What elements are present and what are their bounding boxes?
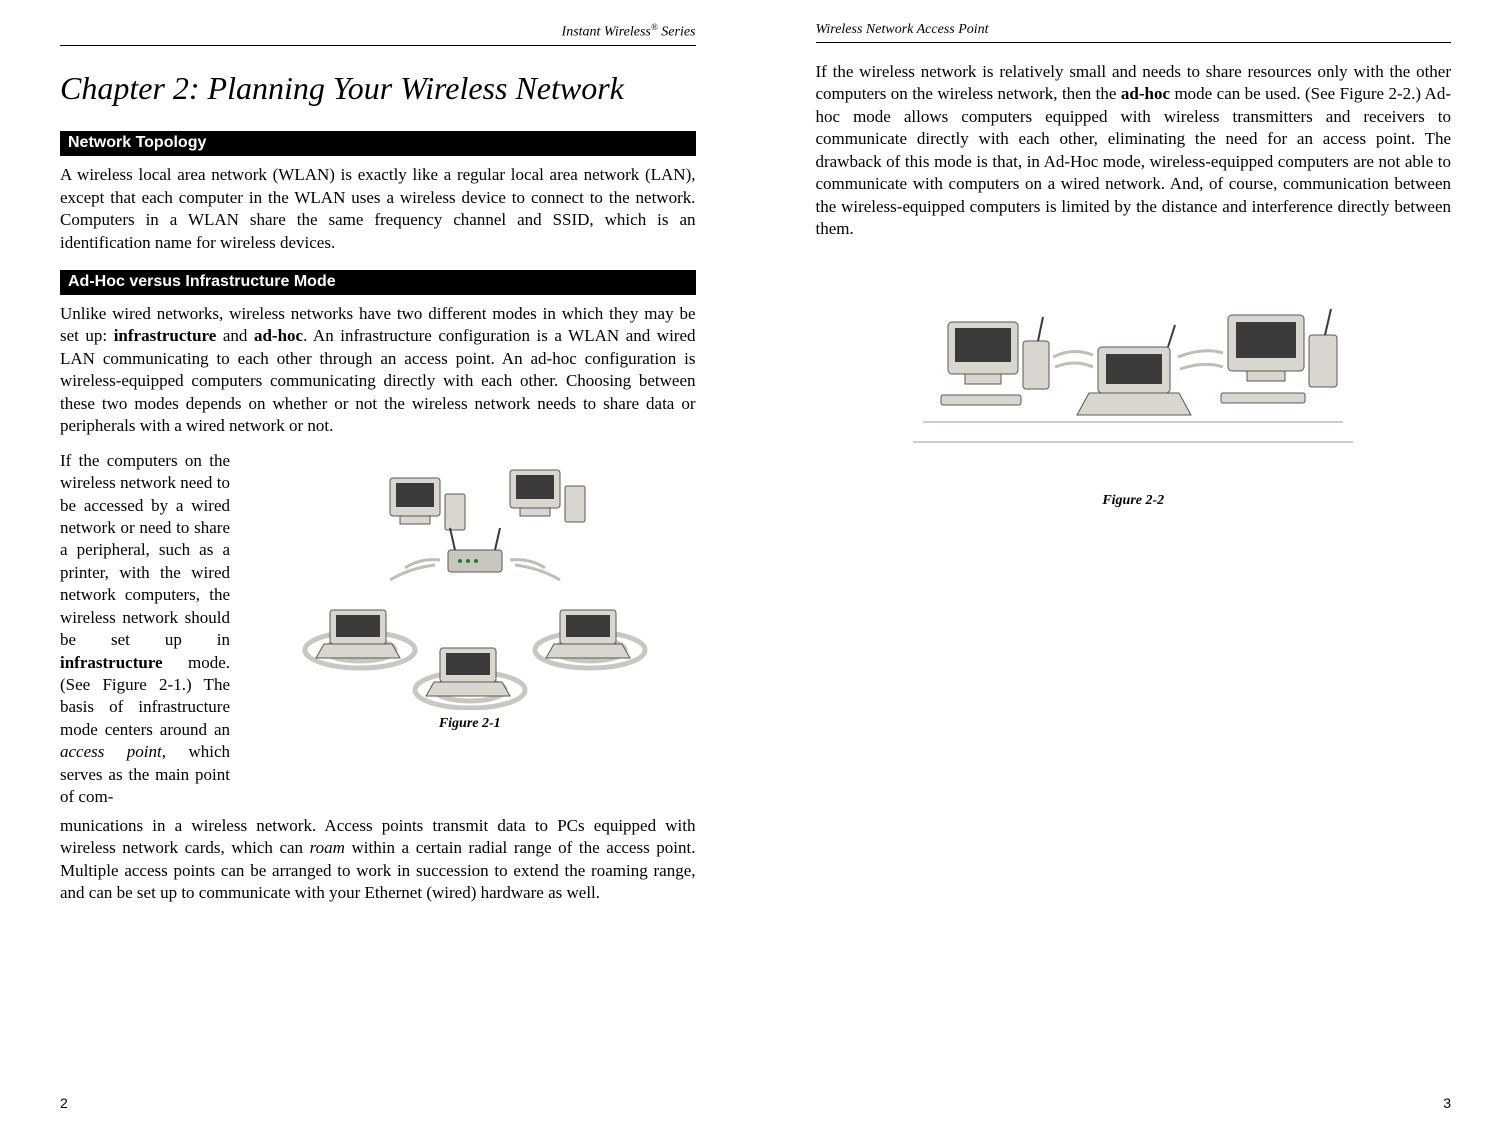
header-right-text: Wireless Network Access Point (816, 22, 989, 38)
section-bar-topology: Network Topology (60, 131, 696, 156)
page-number-right: 3 (1443, 1095, 1451, 1111)
chapter-title: Chapter 2: Planning Your Wireless Networ… (60, 64, 696, 114)
header-right-row: Wireless Network Access Point (816, 22, 1452, 38)
figure-2-2 (893, 277, 1373, 487)
page-left: Instant Wireless® Series Chapter 2: Plan… (0, 0, 756, 1129)
s2-inf: infrastructure (114, 326, 217, 345)
wrap-text: If the computers on the wireless network… (60, 450, 230, 809)
page-right: Wireless Network Access Point If the wir… (756, 0, 1511, 1129)
wrap-row: If the computers on the wireless network… (60, 450, 696, 809)
desktop-icon (941, 317, 1049, 405)
desktop-icon (510, 470, 585, 522)
section1-body: A wireless local area network (WLAN) is … (60, 164, 696, 254)
right-body: If the wireless network is relatively sm… (816, 61, 1452, 241)
wrap-inf: infrastructure (60, 653, 163, 672)
access-point-icon (448, 528, 502, 572)
figure-2-1-col: Figure 2-1 (244, 450, 696, 809)
after-roam: roam (310, 838, 345, 857)
header-rule-left (60, 45, 696, 46)
figure-2-2-wrapper: Figure 2-2 (816, 277, 1452, 509)
figure-2-1 (270, 450, 670, 710)
desktop-icon (1221, 309, 1337, 403)
figure-2-2-caption: Figure 2-2 (1102, 493, 1164, 509)
wrap-text-col: If the computers on the wireless network… (60, 450, 230, 809)
r-adhoc: ad-hoc (1121, 84, 1170, 103)
page-number-left: 2 (60, 1095, 68, 1111)
wrap-ap: access point (60, 742, 162, 761)
header-left-text: Instant Wireless® Series (562, 22, 696, 41)
header-rule-right (816, 42, 1452, 43)
header-left-row: Instant Wireless® Series (60, 22, 696, 41)
section2-body: Unlike wired networks, wireless networks… (60, 303, 696, 438)
laptop-icon (1077, 325, 1191, 415)
desktop-icon (390, 478, 465, 530)
after-wrap-text: munications in a wireless network. Acces… (60, 815, 696, 905)
s2-and: and (216, 326, 254, 345)
r-post: mode can be used. (See Figure 2-2.) Ad-h… (816, 84, 1452, 238)
section-bar-adhoc: Ad-Hoc versus Infrastructure Mode (60, 270, 696, 295)
wrap-pre: If the computers on the wireless network… (60, 451, 230, 650)
figure-2-1-caption: Figure 2-1 (439, 716, 501, 732)
s2-adhoc: ad-hoc (254, 326, 303, 345)
